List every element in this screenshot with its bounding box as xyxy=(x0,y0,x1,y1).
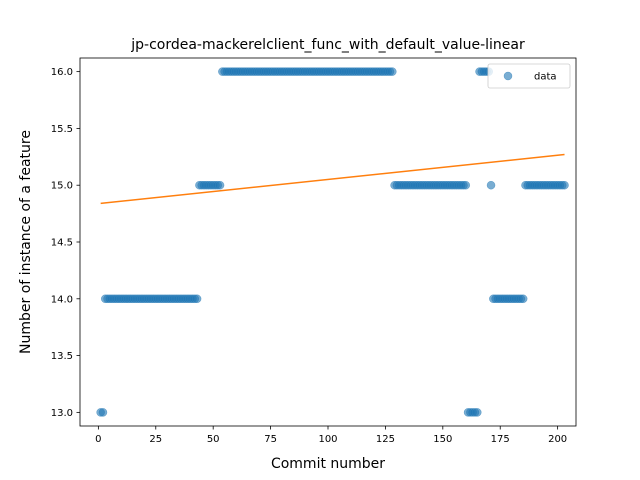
y-tick-label: 15.5 xyxy=(51,124,73,135)
x-tick-label: 0 xyxy=(95,434,101,445)
x-tick-label: 50 xyxy=(207,434,220,445)
data-point xyxy=(192,294,202,304)
y-tick-label: 14.0 xyxy=(51,294,73,305)
y-tick-label: 16.0 xyxy=(51,67,73,78)
x-tick-label: 100 xyxy=(318,434,337,445)
fit-line xyxy=(100,153,565,205)
data-point xyxy=(486,180,496,190)
data-point xyxy=(388,67,397,76)
data-point xyxy=(518,294,528,304)
data-point xyxy=(461,180,471,190)
x-tick-label: 125 xyxy=(376,434,395,445)
x-tick-label: 150 xyxy=(433,434,452,445)
chart-title: jp-cordea-mackerelclient_func_with_defau… xyxy=(130,37,525,53)
x-tick-label: 200 xyxy=(548,434,567,445)
x-axis-label: Commit number xyxy=(271,456,385,472)
y-tick-label: 13.5 xyxy=(51,351,73,362)
data-point xyxy=(98,408,108,417)
legend-marker xyxy=(503,71,513,81)
legend: data xyxy=(487,63,571,89)
x-tick-label: 175 xyxy=(491,434,510,445)
y-axis-label: Number of instance of a feature xyxy=(18,130,34,354)
y-tick-label: 15.0 xyxy=(51,181,73,192)
y-tick-label: 14.5 xyxy=(51,238,73,249)
y-tick-label: 13.0 xyxy=(51,408,73,419)
axes: 0 25 50 75 100 125 150 175 200 13.0 13.5 14.0 14.5 15… xyxy=(51,57,577,445)
x-tick-label: 25 xyxy=(149,434,162,445)
legend-label: data xyxy=(534,72,557,83)
data-point xyxy=(473,408,482,417)
data-point xyxy=(560,180,569,190)
plot-area xyxy=(96,67,569,417)
legend-box xyxy=(487,63,571,89)
data-point xyxy=(215,180,225,190)
x-tick-label: 75 xyxy=(264,434,277,445)
